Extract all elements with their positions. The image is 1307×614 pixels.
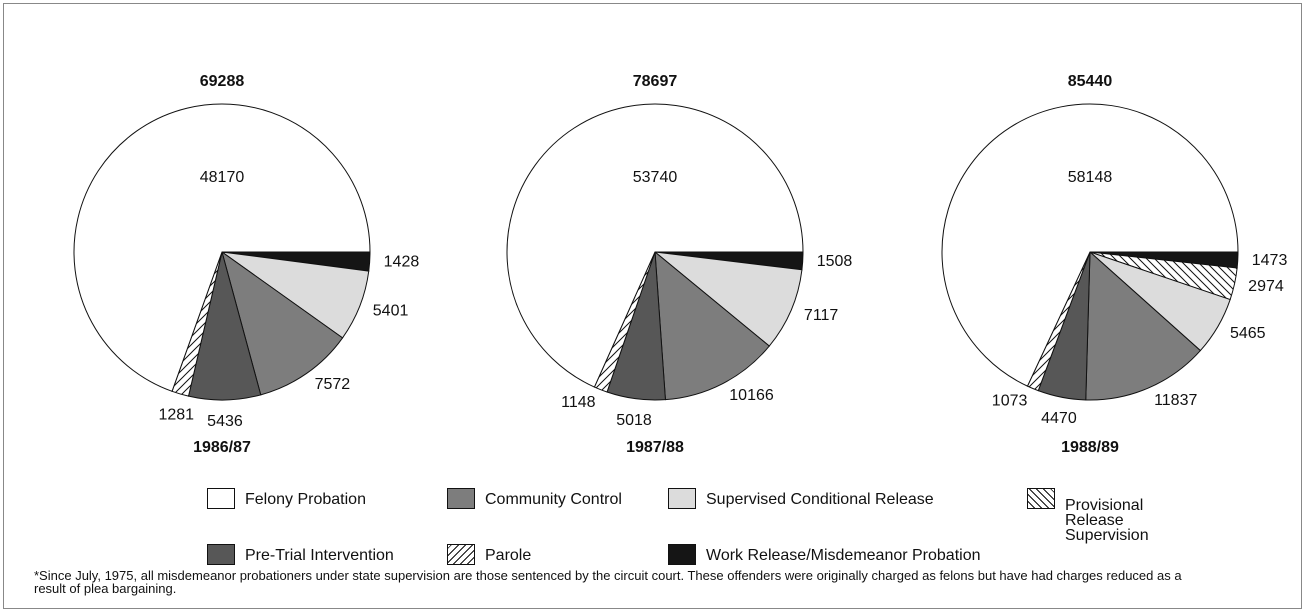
footnote: *Since July, 1975, all misdemeanor proba… [34,568,1182,596]
pie-total: 69288 [200,73,245,90]
slice-label: 1073 [992,393,1028,410]
legend-label: Provisional Release Supervision [1065,497,1149,544]
pie-total: 85440 [1068,73,1113,90]
slice-label: 5018 [616,412,652,429]
legend-label: Parole [485,547,532,564]
slice-label: 5401 [373,302,409,319]
slice-label: 48170 [200,169,245,186]
pie-slice [73,103,371,392]
pie-slice [506,103,804,388]
pie-slice [941,103,1239,387]
legend-label: Felony Probation [245,491,366,508]
slice-label: 11837 [1154,392,1197,409]
pie-year: 1987/88 [626,439,684,456]
slice-label: 10166 [729,387,774,404]
legend-label: Community Control [485,491,622,508]
legend-label: Supervised Conditional Release [706,491,934,508]
pie-slice [654,250,770,401]
slice-label: 7572 [315,376,351,393]
slice-label: 53740 [633,169,678,186]
slice-label: 7117 [804,307,839,324]
pie-total: 78697 [633,73,678,90]
pie-slice [1085,250,1202,401]
pie-slice [653,251,803,347]
legend-label: Pre-Trial Intervention [245,547,394,564]
slice-label: 1148 [561,394,596,411]
legend-swatch [207,544,235,565]
frame [3,3,1302,609]
legend-swatch [447,488,475,509]
slice-label: 5465 [1230,325,1266,342]
pie-year: 1986/87 [193,439,251,456]
slice-label: 5436 [207,413,243,430]
slice-label: 2974 [1248,278,1284,295]
slice-label: 1428 [384,254,420,271]
legend-swatch [668,488,696,509]
legend-label: Work Release/Misdemeanor Probation [706,547,981,564]
slice-label: 4470 [1041,410,1077,427]
legend-swatch [207,488,235,509]
slice-label: 1473 [1252,252,1288,269]
legend-swatch [447,544,475,565]
slice-label: 58148 [1068,169,1113,186]
legend-swatch [668,544,696,565]
pie-year: 1988/89 [1061,439,1119,456]
legend-swatch [1027,488,1055,509]
slice-label: 1508 [817,253,853,270]
slice-label: 1281 [158,407,194,424]
pie-slice [221,250,344,396]
